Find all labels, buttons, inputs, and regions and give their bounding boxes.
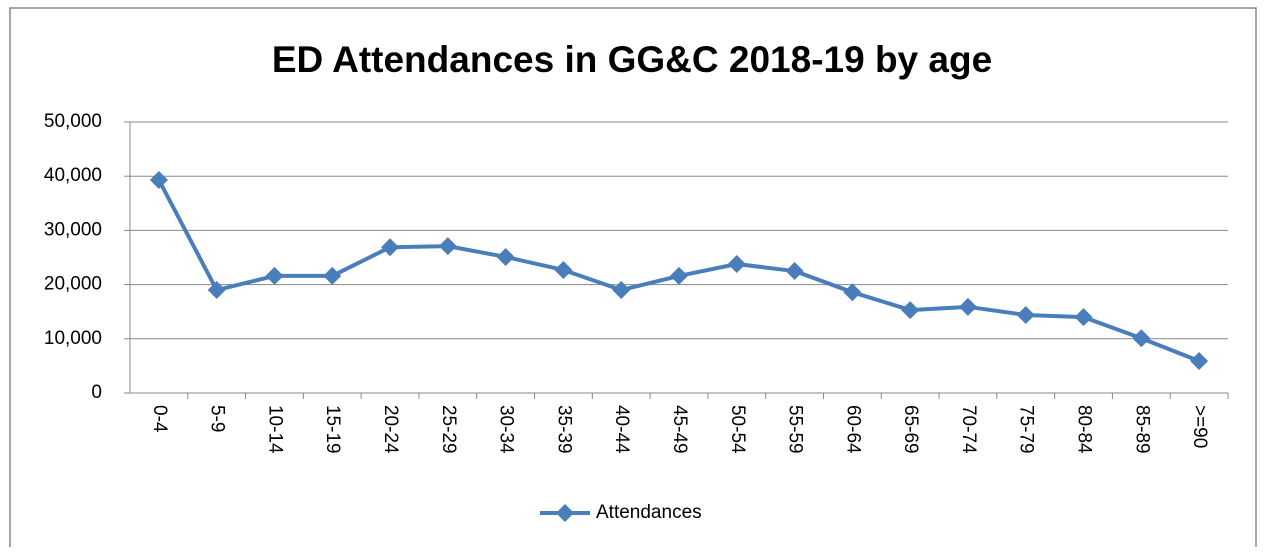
marker: [265, 266, 284, 285]
x-tick-label: 45-49: [669, 405, 690, 454]
x-tick-label: 50-54: [727, 405, 748, 454]
marker: [1190, 352, 1209, 371]
y-tick-label: 30,000: [44, 219, 102, 240]
marker: [381, 238, 400, 257]
x-tick-label: 60-64: [842, 405, 863, 454]
legend-label: Attendances: [596, 502, 702, 523]
x-tick-label: 65-69: [900, 405, 921, 454]
marker: [1016, 305, 1035, 324]
legend-marker: [556, 504, 574, 522]
marker: [207, 281, 226, 300]
x-tick-label: 55-59: [785, 405, 806, 454]
marker: [1074, 308, 1093, 327]
y-tick-label: 0: [91, 382, 102, 403]
y-tick-label: 20,000: [44, 274, 102, 295]
x-tick-label: 25-29: [438, 405, 459, 454]
y-tick-label: 10,000: [44, 328, 102, 349]
x-tick-label: 85-89: [1131, 405, 1152, 454]
x-tick-label: 30-34: [496, 405, 517, 454]
marker: [670, 266, 688, 285]
y-tick-label: 40,000: [44, 165, 102, 186]
x-tick-label: 5-9: [207, 405, 228, 432]
x-tick-label: 10-14: [264, 405, 285, 454]
marker: [149, 170, 168, 189]
x-tick-label: 70-74: [958, 405, 979, 454]
x-tick-label: 35-39: [553, 405, 574, 454]
marker: [901, 301, 920, 320]
marker: [438, 237, 457, 256]
x-tick-label: >=90: [1189, 405, 1210, 448]
marker: [554, 260, 573, 279]
y-tick-label: 50,000: [44, 111, 102, 132]
marker: [785, 262, 804, 281]
marker: [1132, 329, 1151, 348]
marker: [843, 283, 862, 302]
x-tick-label: 15-19: [322, 405, 343, 454]
marker: [496, 247, 515, 266]
chart-title: ED Attendances in GG&C 2018-19 by age: [272, 39, 992, 80]
x-tick-label: 80-84: [1074, 405, 1095, 454]
x-tick-label: 0-4: [149, 405, 170, 433]
chart-frame: [9, 7, 1257, 552]
x-tick-label: 20-24: [380, 405, 401, 454]
marker: [727, 255, 746, 274]
x-tick-label: 75-79: [1016, 405, 1037, 454]
marker: [958, 297, 977, 316]
marker: [612, 281, 631, 300]
x-tick-label: 40-44: [611, 405, 632, 454]
marker: [323, 266, 342, 285]
